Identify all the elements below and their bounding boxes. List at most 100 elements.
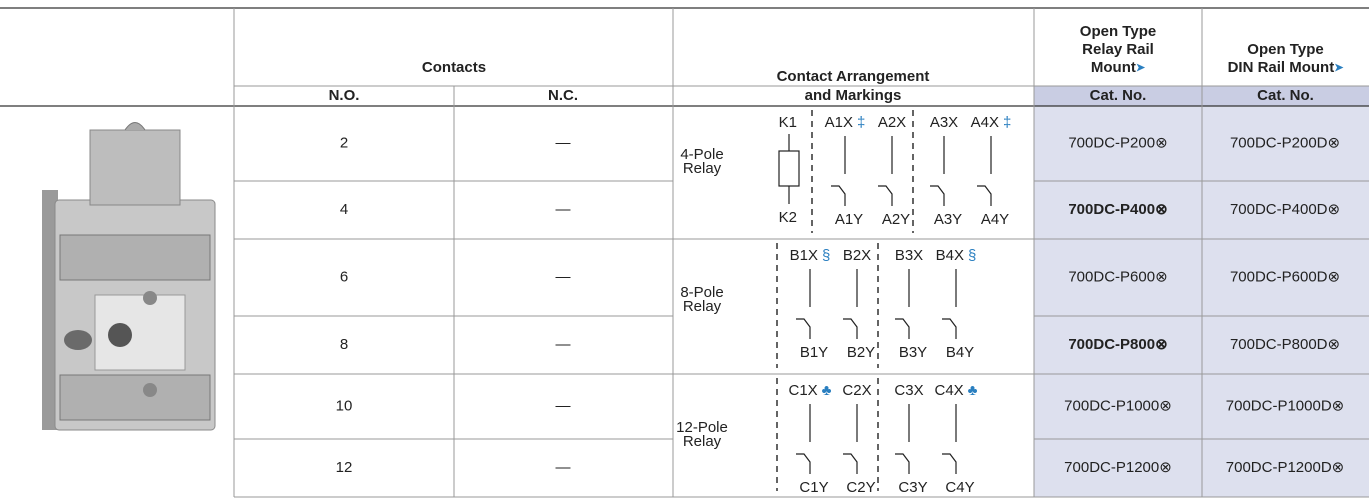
cell: 700DC-P800⊗	[1068, 336, 1167, 353]
header-text: Cat. No.	[1090, 87, 1147, 104]
contact	[977, 136, 992, 206]
cell: 700DC-P400D⊗	[1230, 201, 1340, 218]
cell: —	[556, 201, 571, 218]
contact-label: A4X ‡	[971, 114, 1012, 131]
contact-top: A2X	[878, 114, 906, 131]
cell: 6	[340, 268, 348, 285]
relay-label: 4-Pole	[680, 146, 723, 163]
contact-label: A4Y	[981, 211, 1009, 228]
contact	[942, 404, 957, 474]
header-text: Contacts	[422, 59, 486, 76]
contact-label: A2Y	[882, 211, 910, 228]
contact	[831, 136, 846, 206]
contact-label: C2X	[842, 382, 871, 399]
cell: —	[556, 134, 571, 151]
contact-label: C4X ♣	[934, 382, 977, 399]
relay-label: Relay	[683, 433, 722, 450]
cell: 700DC-P600⊗	[1068, 268, 1167, 285]
header-line: Mount	[1091, 59, 1136, 76]
contact-mark: ‡	[1003, 114, 1011, 131]
contact	[942, 269, 957, 339]
contact-label: C1Y	[799, 479, 828, 496]
cell: 700DC-P400⊗	[1068, 201, 1167, 218]
header-text: and Markings	[805, 87, 902, 104]
cell: 700DC-P200D⊗	[1230, 134, 1340, 151]
contact	[895, 269, 910, 339]
header-text: Open Type	[1247, 41, 1323, 58]
contact-top: A4X	[971, 114, 999, 131]
contact-top: C4X	[934, 382, 963, 399]
coil-label: K1	[779, 114, 797, 131]
contact-label: B3X	[895, 247, 923, 264]
contact-top: C3X	[894, 382, 923, 399]
contact-label: B2X	[843, 247, 871, 264]
contact	[895, 404, 910, 474]
header-marker: ➤	[1334, 62, 1344, 74]
contact-top: C1X	[788, 382, 817, 399]
contact	[796, 404, 811, 474]
contact-label: A2X	[878, 114, 906, 131]
cell: 4	[340, 201, 348, 218]
contact-label: A3X	[930, 114, 958, 131]
cell: 700DC-P1000⊗	[1064, 397, 1172, 414]
contact-top: B2X	[843, 247, 871, 264]
contact-label: B4X §	[936, 247, 977, 264]
contact-mark: ♣	[968, 382, 978, 399]
header-text: DIN Rail Mount➤	[1228, 59, 1345, 76]
relay-label: Relay	[683, 298, 722, 315]
header-text: Cat. No.	[1257, 87, 1314, 104]
contact	[843, 269, 858, 339]
header-text: N.O.	[329, 87, 360, 104]
relay-label: 8-Pole	[680, 284, 723, 301]
cell: 700DC-P1200⊗	[1064, 459, 1172, 476]
contact-mark: §	[968, 247, 976, 264]
cell: —	[556, 268, 571, 285]
header-line: DIN Rail Mount	[1228, 59, 1335, 76]
contact-label: B3Y	[899, 344, 927, 361]
contact-top: A3X	[930, 114, 958, 131]
cell: 700DC-P800D⊗	[1230, 336, 1340, 353]
contact-top: B4X	[936, 247, 964, 264]
cell: —	[556, 336, 571, 353]
header-text: Contact Arrangement	[777, 68, 930, 85]
contact-top: A1X	[825, 114, 853, 131]
contact-label: B1X §	[790, 247, 831, 264]
header-marker: ➤	[1136, 62, 1146, 74]
cell: 700DC-P200⊗	[1068, 134, 1167, 151]
contact-mark: ♣	[822, 382, 832, 399]
header-text: Mount➤	[1091, 59, 1146, 76]
cell: 2	[340, 134, 348, 151]
contact	[843, 404, 858, 474]
relay-label: Relay	[683, 160, 722, 177]
header-text: Relay Rail	[1082, 41, 1154, 58]
contact-top: B1X	[790, 247, 818, 264]
header-line: Open Type	[1247, 41, 1323, 58]
header-line: Open Type	[1080, 23, 1156, 40]
coil-label: K2	[779, 209, 797, 226]
header-text: N.C.	[548, 87, 578, 104]
contact-label: A3Y	[934, 211, 962, 228]
contact-mark: ‡	[857, 114, 865, 131]
contact	[796, 269, 811, 339]
relay-label: 12-Pole	[676, 419, 728, 436]
contact-label: C2Y	[846, 479, 875, 496]
contact-label: B1Y	[800, 344, 828, 361]
contact-label: C3Y	[898, 479, 927, 496]
cell: —	[556, 459, 571, 476]
cell: 8	[340, 336, 348, 353]
contact-mark: §	[822, 247, 830, 264]
cell: 12	[336, 459, 353, 476]
contact-label: B2Y	[847, 344, 875, 361]
contact-label: C4Y	[945, 479, 974, 496]
cell: 700DC-P600D⊗	[1230, 268, 1340, 285]
contact-label: C3X	[894, 382, 923, 399]
contact-top: C2X	[842, 382, 871, 399]
contact-top: B3X	[895, 247, 923, 264]
header-text: Open Type	[1080, 23, 1156, 40]
cell: —	[556, 397, 571, 414]
contact-label: A1X ‡	[825, 114, 866, 131]
contact	[930, 136, 945, 206]
